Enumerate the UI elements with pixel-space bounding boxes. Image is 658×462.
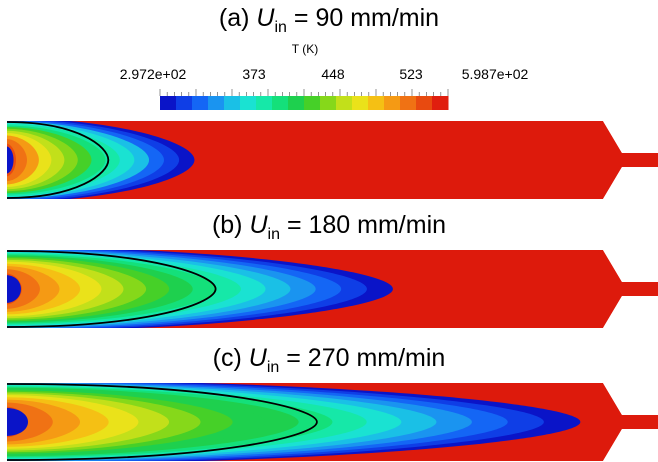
colorbar-tick-2: 448: [321, 66, 345, 82]
domain-fill: [7, 121, 658, 199]
colorbar-swatch-11: [336, 96, 353, 110]
panel-title-b: (b) Uin = 180 mm/min: [211, 211, 447, 243]
colorbar-swatch-0: [160, 96, 177, 110]
temperature-field-b: [6, 250, 658, 328]
colorbar-swatch-9: [304, 96, 321, 110]
colorbar-swatch-4: [224, 96, 241, 110]
velocity-subscript-c: in: [266, 359, 280, 376]
colorbar-tick-1: 373: [242, 66, 266, 82]
panel-label-b: (b): [211, 211, 243, 239]
colorbar-swatch-17: [432, 96, 449, 110]
panel-title-a: (a) Uin = 90 mm/min: [218, 4, 440, 36]
cold-core: [7, 408, 29, 436]
colorbar-swatch-1: [176, 96, 193, 110]
colorbar-swatch-16: [416, 96, 433, 110]
colorbar-swatch-10: [320, 96, 337, 110]
colorbar-swatch-5: [240, 96, 257, 110]
velocity-subscript-b: in: [267, 226, 280, 243]
colorbar-swatch-13: [368, 96, 385, 110]
cold-core: [7, 275, 21, 303]
panel-label-a: (a): [218, 4, 250, 32]
cold-core: [7, 146, 14, 174]
temperature-field-c: [6, 383, 658, 461]
velocity-value-c: 270 mm/min: [307, 344, 446, 372]
panel-title-c: (c) Uin = 270 mm/min: [212, 344, 446, 376]
velocity-value-b: 180 mm/min: [308, 211, 447, 239]
colorbar-swatch-6: [256, 96, 273, 110]
colorbar: [159, 89, 449, 110]
solidification-contour: [6, 383, 318, 461]
velocity-symbol-c: U: [248, 344, 267, 372]
velocity-subscript-a: in: [274, 19, 287, 36]
colorbar-tick-3: 523: [399, 66, 423, 82]
colorbar-title: T (K): [291, 42, 319, 56]
colorbar-swatch-12: [352, 96, 369, 110]
velocity-value-a: 90 mm/min: [315, 4, 440, 32]
colorbar-swatch-3: [208, 96, 225, 110]
velocity-symbol-b: U: [249, 211, 268, 239]
solidification-contour: [6, 250, 217, 328]
colorbar-swatch-8: [288, 96, 305, 110]
colorbar-swatch-14: [384, 96, 401, 110]
colorbar-tick-4: 5.987e+02: [461, 66, 529, 82]
panel-label-c: (c): [212, 344, 242, 372]
colorbar-swatch-15: [400, 96, 417, 110]
colorbar-swatch-2: [192, 96, 209, 110]
velocity-symbol-a: U: [256, 4, 275, 32]
solidification-contour: [6, 121, 110, 199]
temperature-field-a: [6, 121, 658, 199]
colorbar-swatch-7: [272, 96, 289, 110]
colorbar-tick-0: 2.972e+02: [119, 66, 187, 82]
